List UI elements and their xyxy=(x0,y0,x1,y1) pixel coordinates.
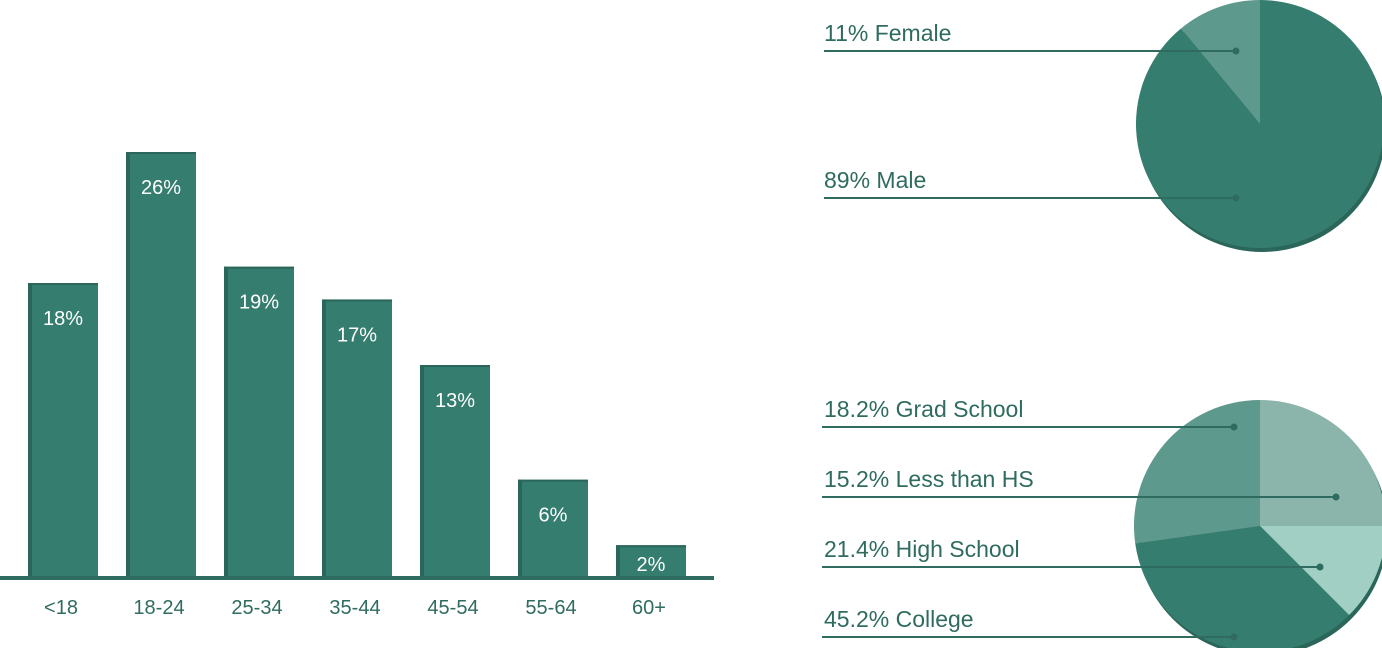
bar-shade xyxy=(322,299,326,578)
legend-label: 89% Male xyxy=(824,167,926,193)
bar-shade xyxy=(518,479,522,578)
pie-slice-extra xyxy=(1260,400,1382,526)
bar-top-edge xyxy=(616,545,686,548)
bar-data-label: 13% xyxy=(435,390,475,412)
leader-dot xyxy=(1230,633,1238,641)
bar-shade xyxy=(126,152,130,578)
bar-rect xyxy=(126,152,196,578)
age-bar-chart: 18% 26% 19% 17% 13% 6% 2% <18 18-24 25-34 35-44 45… xyxy=(0,152,714,619)
legend-entry: 21.4% High School xyxy=(822,536,1324,571)
bar-rect xyxy=(420,365,490,578)
bar-top-edge xyxy=(28,283,98,286)
bar-data-label: 18% xyxy=(43,308,83,330)
bar-top-edge xyxy=(224,266,294,269)
legend-label: 18.2% Grad School xyxy=(824,396,1023,422)
legend-entry: 11% Female xyxy=(824,20,1240,55)
bar-1: 26% xyxy=(126,152,196,578)
bar-data-label: 2% xyxy=(637,554,666,576)
bar-data-label: 6% xyxy=(539,505,568,527)
x-tick-label: <18 xyxy=(44,597,78,619)
bar-6: 2% xyxy=(616,545,686,578)
legend-entry: 45.2% College xyxy=(822,606,1238,641)
pie-slice-1 xyxy=(1136,0,1382,248)
bar-data-label: 19% xyxy=(239,292,279,314)
legend-label: 11% Female xyxy=(824,20,951,46)
bar-4: 13% xyxy=(420,365,490,578)
bar-top-edge xyxy=(518,479,588,482)
pie-slice-less-than-hs xyxy=(1260,526,1382,616)
legend-label: 21.4% High School xyxy=(824,536,1020,562)
x-tick-label: 25-34 xyxy=(231,597,282,619)
bar-top-edge xyxy=(420,365,490,367)
bar-rect xyxy=(28,283,98,578)
leader-dot xyxy=(1332,493,1340,501)
bar-data-label: 26% xyxy=(141,177,181,199)
bar-rect xyxy=(616,545,686,578)
legend-label: 45.2% College xyxy=(824,606,974,632)
bar-rect xyxy=(224,266,294,578)
legend-label: 15.2% Less than HS xyxy=(824,466,1034,492)
bar-0: 18% xyxy=(28,283,98,578)
leader-dot xyxy=(1230,423,1238,431)
pie-slice-grad-school xyxy=(1134,400,1260,544)
bar-data-label: 17% xyxy=(337,324,377,346)
bar-shade xyxy=(420,365,424,578)
pie-slice-college xyxy=(1135,526,1350,648)
leader-dot xyxy=(1316,563,1324,571)
x-tick-label: 60+ xyxy=(632,597,666,619)
leader-dot xyxy=(1232,194,1240,202)
bar-5: 6% xyxy=(518,479,588,578)
bar-shade xyxy=(224,266,228,578)
leader-dot xyxy=(1232,47,1240,55)
bar-rect xyxy=(518,479,588,578)
bar-rect xyxy=(322,299,392,578)
legend-entry: 89% Male xyxy=(824,167,1240,202)
x-tick-label: 45-54 xyxy=(427,597,478,619)
pie-slice-0 xyxy=(1180,0,1260,124)
bar-top-edge xyxy=(126,152,196,154)
bar-2: 19% xyxy=(224,266,294,578)
x-tick-label: 18-24 xyxy=(133,597,184,619)
bar-top-edge xyxy=(322,299,392,302)
bar-3: 17% xyxy=(322,299,392,578)
x-tick-label: 55-64 xyxy=(525,597,576,619)
legend-entry: 18.2% Grad School xyxy=(822,396,1238,431)
bar-shade xyxy=(616,545,620,578)
bar-shade xyxy=(28,283,32,578)
legend-entry: 15.2% Less than HS xyxy=(822,466,1340,501)
x-tick-label: 35-44 xyxy=(329,597,380,619)
